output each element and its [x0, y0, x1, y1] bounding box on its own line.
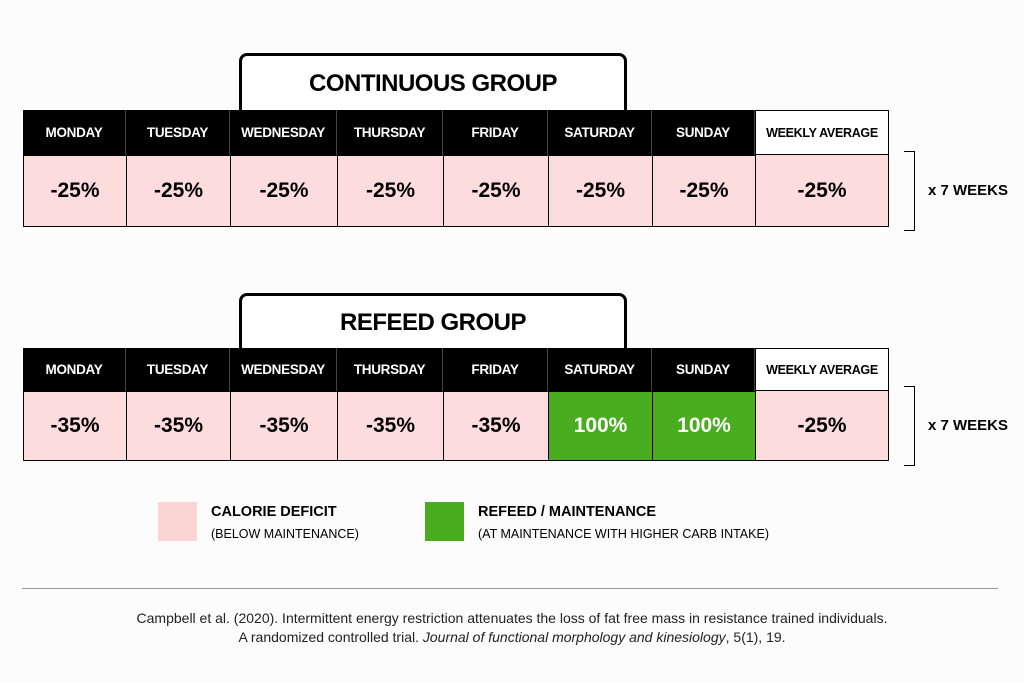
value-cell: -25% [126, 155, 231, 227]
day-header: SUNDAY [652, 110, 755, 155]
value-cell: -35% [337, 391, 444, 461]
value-cell: -25% [230, 155, 338, 227]
value-cell: -25% [23, 155, 127, 227]
duration: x 7 WEEKS [928, 182, 1009, 199]
day-header: THURSDAY [337, 110, 443, 155]
value-cell: -35% [443, 391, 549, 461]
legend-note: (BELOW MAINTENANCE) [211, 527, 359, 541]
value-cell: -35% [230, 391, 338, 461]
value-cell: -25% [652, 155, 756, 227]
value-cell: 100% [548, 391, 653, 461]
citation-line1: Campbell et al. (2020). Intermittent ene… [136, 610, 888, 626]
value-cell: 100% [652, 391, 756, 461]
day-header: FRIDAY [443, 348, 548, 391]
legend-swatch [158, 502, 197, 541]
legend-swatch [425, 502, 464, 541]
day-header: FRIDAY [443, 110, 548, 155]
day-header: THURSDAY [337, 348, 443, 391]
average-header: WEEKLY AVERAGE [755, 348, 889, 391]
journal: Journal of functional morphology and kin… [422, 629, 726, 645]
day-header: MONDAY [23, 110, 126, 155]
legend-label: CALORIE DEFICIT [211, 504, 337, 520]
duration: x 7 WEEKS [928, 417, 1009, 434]
bracket [904, 386, 915, 466]
citation-text: , 5(1), 19. [725, 629, 786, 645]
day-header: WEDNESDAY [230, 110, 337, 155]
divider [22, 588, 998, 589]
value-cell: -35% [126, 391, 231, 461]
average-header: WEEKLY AVERAGE [755, 110, 889, 155]
day-header: TUESDAY [126, 348, 230, 391]
day-header: WEDNESDAY [230, 348, 337, 391]
group-title: CONTINUOUS GROUP [239, 53, 627, 111]
value-cell: -35% [23, 391, 127, 461]
legend-note: (AT MAINTENANCE WITH HIGHER CARB INTAKE) [478, 527, 769, 541]
group-title: REFEED GROUP [239, 293, 627, 349]
bracket [904, 151, 915, 231]
average-cell: -25% [755, 390, 889, 461]
value-cell: -25% [443, 155, 549, 227]
average-cell: -25% [755, 154, 889, 227]
day-header: SATURDAY [548, 348, 652, 391]
value-cell: -25% [548, 155, 653, 227]
day-header: TUESDAY [126, 110, 230, 155]
day-header: MONDAY [23, 348, 126, 391]
day-header: SATURDAY [548, 110, 652, 155]
citation-text: A randomized controlled trial. [238, 629, 423, 645]
day-header: SUNDAY [652, 348, 755, 391]
citation-line2: A randomized controlled trial. Journal o… [0, 629, 1024, 645]
value-cell: -25% [337, 155, 444, 227]
legend-label: REFEED / MAINTENANCE [478, 504, 657, 520]
